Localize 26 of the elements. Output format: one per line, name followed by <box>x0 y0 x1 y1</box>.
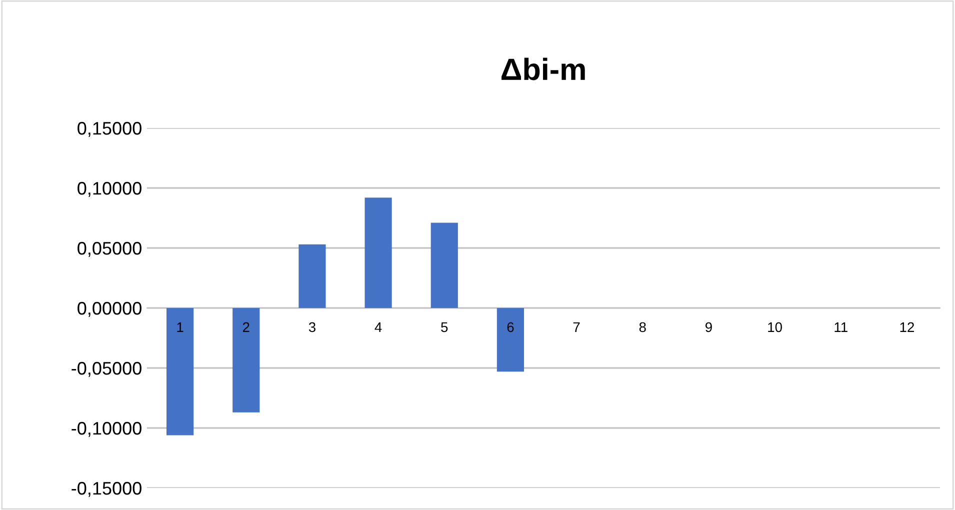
chart-title: Δbi-m <box>502 58 585 80</box>
x-tick-label: 3 <box>308 322 316 332</box>
y-tick-label: -0,10000 <box>72 422 142 437</box>
bar <box>166 308 194 436</box>
x-tick-label: 8 <box>639 322 646 332</box>
y-tick-label: -0,05000 <box>72 362 142 377</box>
bar <box>496 308 524 372</box>
x-tick-label: 2 <box>242 322 250 332</box>
x-tick-label: 12 <box>900 322 914 332</box>
x-tick-label: 4 <box>374 322 382 332</box>
x-tick-label: 1 <box>177 322 184 332</box>
x-tick-label: 6 <box>507 322 514 332</box>
x-tick-label: 5 <box>441 322 448 332</box>
bar <box>232 308 260 412</box>
bar <box>430 222 458 308</box>
y-tick-label: 0,00000 <box>78 302 142 317</box>
x-tick-label: 11 <box>834 322 848 332</box>
y-tick-label: 0,10000 <box>78 182 142 197</box>
bar <box>298 244 326 308</box>
y-tick-label: 0,15000 <box>78 122 142 137</box>
y-tick-label: -0,15000 <box>72 482 142 497</box>
x-tick-label: 10 <box>768 322 782 332</box>
bar <box>364 198 392 308</box>
x-tick-label: 9 <box>706 322 712 332</box>
y-tick-label: 0,05000 <box>78 242 142 257</box>
x-tick-label: 7 <box>573 322 580 332</box>
